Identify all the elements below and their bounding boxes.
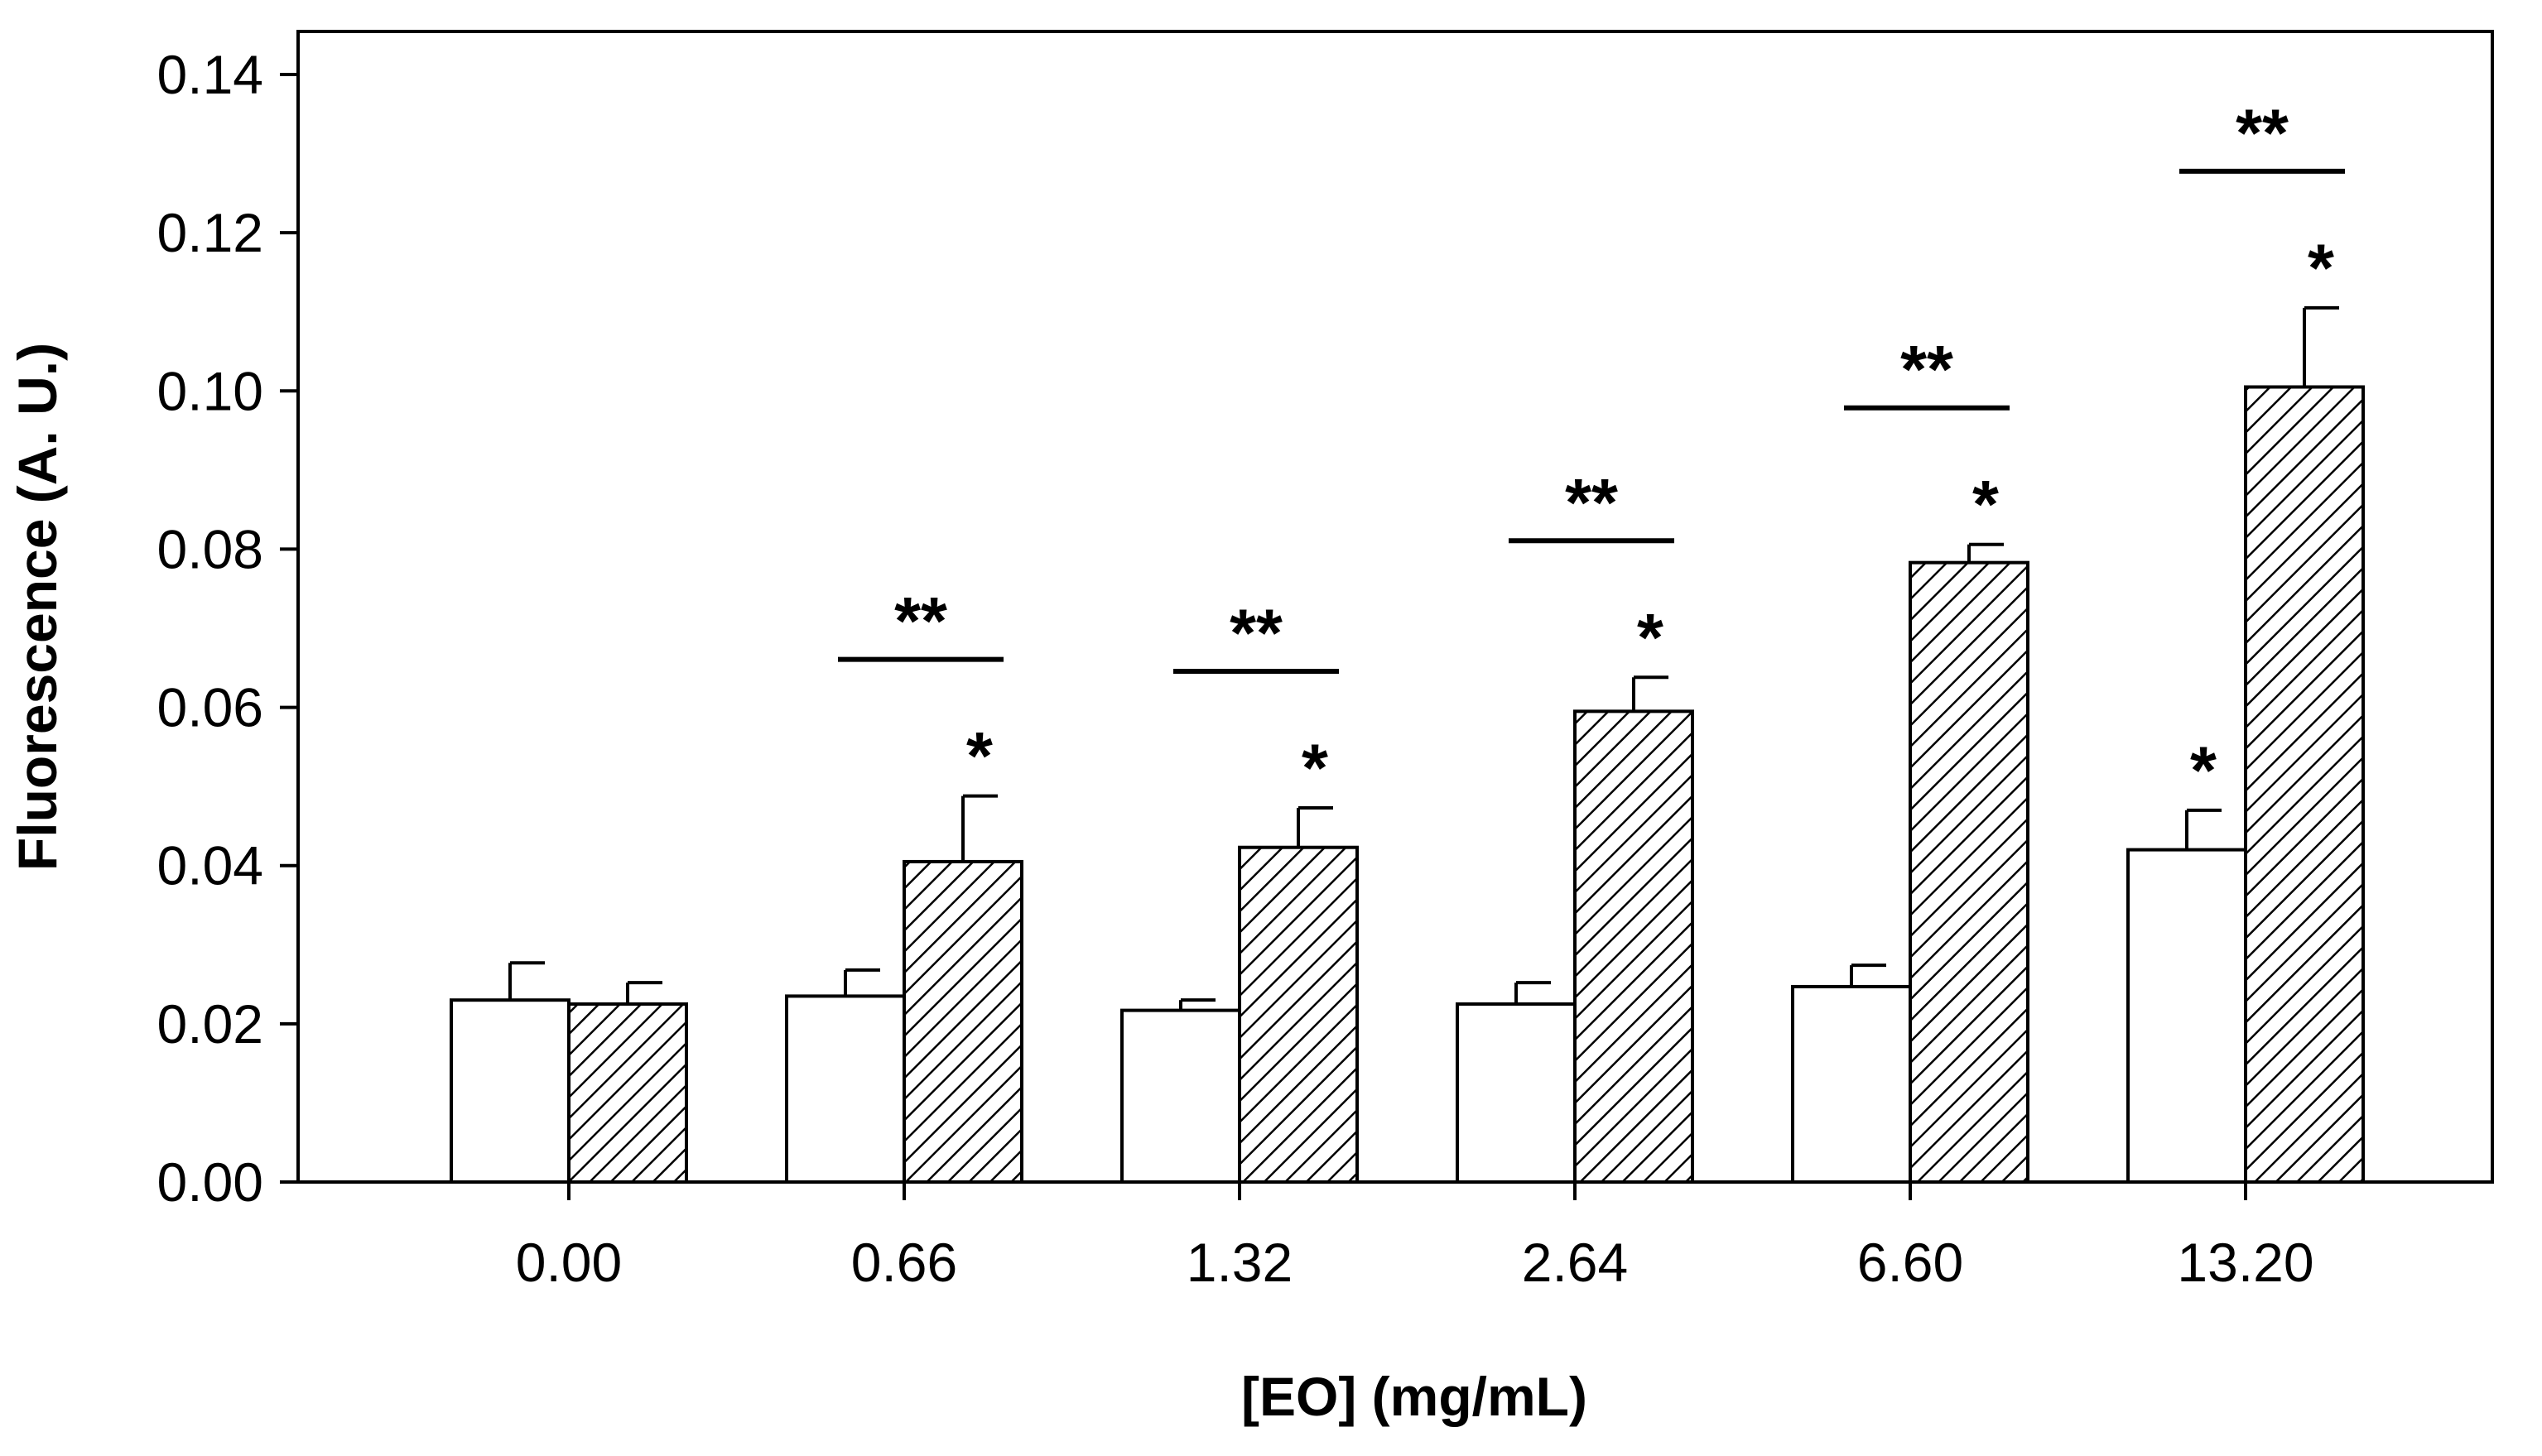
bar-control xyxy=(785,994,906,1184)
y-tick-label: 0.06 xyxy=(157,677,263,738)
significance-star: * xyxy=(1972,468,1999,543)
x-tick-label: 1.32 xyxy=(1187,1232,1293,1293)
bar-treated xyxy=(1909,560,2029,1184)
significance-star: * xyxy=(2190,733,2217,809)
bar-control xyxy=(2126,848,2247,1184)
bar-control xyxy=(450,998,571,1184)
y-tick-label: 0.12 xyxy=(157,202,263,263)
significance-star: * xyxy=(966,719,993,795)
x-axis-label: [EO] (mg/mL) xyxy=(1241,1366,1587,1427)
pair-significance-stars: ** xyxy=(894,584,947,660)
pair-significance-stars: ** xyxy=(1565,465,1618,541)
significance-star: * xyxy=(2308,231,2334,306)
y-tick-label: 0.14 xyxy=(157,44,263,105)
bars xyxy=(450,305,2365,1185)
bar-treated xyxy=(1238,845,1359,1184)
y-tick-label: 0.02 xyxy=(157,993,263,1055)
x-axis: 0.00 0.66 1.32 2.64 6.60 13.20 xyxy=(516,1182,2314,1293)
significance-markers: ****** *** ******* xyxy=(838,96,2345,809)
x-tick-label: 2.64 xyxy=(1522,1232,1628,1293)
x-tick-label: 13.20 xyxy=(2177,1232,2313,1293)
y-tick-label: 0.08 xyxy=(157,518,263,579)
pair-significance-stars: ** xyxy=(2236,96,2289,171)
significance-star: * xyxy=(1637,600,1663,675)
x-tick-label: 6.60 xyxy=(1857,1232,1963,1293)
bar-treated xyxy=(2244,385,2365,1184)
x-tick-label: 0.66 xyxy=(851,1232,957,1293)
pair-significance-stars: ** xyxy=(1230,596,1283,671)
bar-treated xyxy=(567,1002,688,1184)
bar-treated xyxy=(1573,709,1694,1184)
plot-frame xyxy=(296,30,2494,1184)
bar-control xyxy=(1120,1008,1241,1184)
bar-control xyxy=(1791,984,1912,1185)
pair-significance-stars: ** xyxy=(1900,333,1953,408)
significance-star: * xyxy=(1302,731,1328,806)
y-axis-label: Fluorescence (A. U.) xyxy=(7,343,68,871)
bar-treated xyxy=(903,859,1023,1184)
y-tick-label: 0.04 xyxy=(157,835,263,896)
bar-control xyxy=(1456,1002,1577,1184)
x-tick-label: 0.00 xyxy=(516,1232,622,1293)
y-tick-label: 0.00 xyxy=(157,1151,263,1213)
y-axis: 0.00 0.02 0.04 0.06 0.08 0.10 0.12 0.14 xyxy=(157,44,298,1213)
y-tick-label: 0.10 xyxy=(157,360,263,421)
